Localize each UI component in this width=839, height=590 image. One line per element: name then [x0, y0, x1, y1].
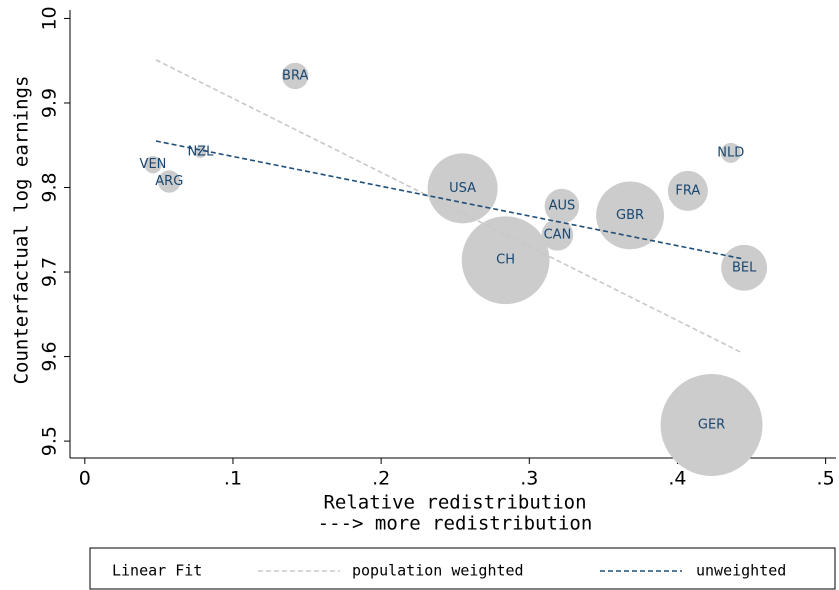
y-tick-label: 10	[39, 6, 61, 30]
y-tick-label: 9.5	[39, 426, 61, 456]
bubble	[158, 170, 181, 193]
x-axis-title: Relative redistribution	[323, 492, 586, 514]
y-axis-title: Counterfactual log earnings	[11, 76, 33, 385]
point-label: VEN	[140, 157, 167, 172]
fit-line	[155, 140, 742, 260]
y-tick-label: 9.7	[39, 257, 61, 287]
x-tick-label: .2	[372, 468, 390, 490]
point-label: AUS	[549, 199, 576, 214]
point-label: USA	[449, 181, 476, 196]
bubble	[461, 216, 550, 305]
point-label: NLD	[717, 145, 744, 160]
x-tick-label: .4	[668, 468, 686, 490]
bubble	[720, 142, 741, 163]
bubble	[660, 374, 763, 477]
bubble	[144, 156, 162, 174]
x-tick-label: .5	[817, 468, 835, 490]
x-tick-label: .3	[520, 468, 538, 490]
point-label: CH	[496, 253, 515, 268]
point-label: GBR	[616, 208, 644, 223]
point-label: GER	[698, 418, 725, 433]
legend-box	[89, 547, 836, 590]
bubble	[544, 188, 580, 224]
x-tick-label: 0	[79, 468, 91, 490]
legend-label: unweighted	[696, 562, 786, 580]
x-axis-subtitle: ---> more redistribution	[318, 513, 593, 535]
point-label: FRA	[675, 183, 700, 198]
x-tick-label: .1	[224, 468, 242, 490]
y-tick-label: 9.9	[39, 88, 61, 118]
fit-line	[155, 59, 742, 354]
bubble	[281, 62, 309, 90]
legend-label: population weighted	[352, 562, 524, 580]
point-label: ARG	[155, 174, 183, 189]
point-label: BEL	[732, 260, 757, 275]
bubble	[541, 219, 574, 251]
point-label: NZL	[187, 145, 214, 160]
y-tick-label: 9.6	[39, 341, 61, 371]
y-tick-label: 9.8	[39, 172, 61, 202]
point-label: CAN	[544, 227, 572, 242]
point-label: BRA	[282, 68, 308, 83]
legend-title: Linear Fit	[112, 562, 202, 580]
bubble	[667, 170, 708, 211]
